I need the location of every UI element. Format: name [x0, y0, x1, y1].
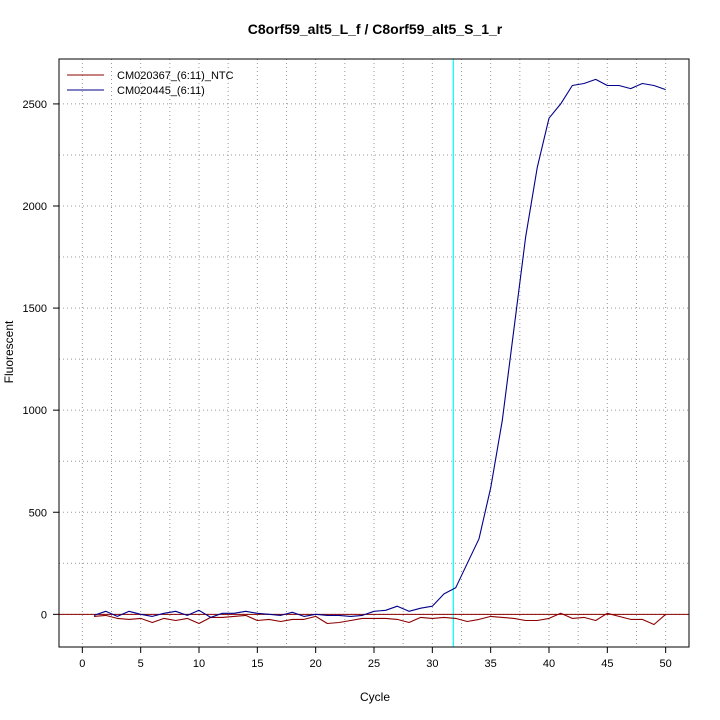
- series-line-1: [93, 612, 667, 626]
- x-tick-label: 15: [251, 658, 263, 670]
- y-tick-label: 1500: [23, 303, 47, 315]
- x-tick-label: 40: [543, 658, 555, 670]
- y-axis-label: Fluorescent: [2, 320, 16, 383]
- x-tick-label: 0: [79, 658, 85, 670]
- x-tick-label: 35: [485, 658, 497, 670]
- y-tick-label: 0: [41, 609, 47, 621]
- x-tick-label: 45: [601, 658, 613, 670]
- chart-title: C8orf59_alt5_L_f / C8orf59_alt5_S_1_r: [248, 21, 503, 37]
- y-tick-label: 1000: [23, 405, 47, 417]
- x-axis-label: Cycle: [360, 690, 390, 704]
- x-tick-label: 5: [138, 658, 144, 670]
- plot-frame: [58, 58, 690, 648]
- x-tick-label: 25: [368, 658, 380, 670]
- y-tick-label: 500: [29, 507, 47, 519]
- y-tick-label: 2500: [23, 99, 47, 111]
- legend: CM020367_(6:11)_NTC CM020445_(6:11): [67, 70, 234, 97]
- legend-label-2: CM020445_(6:11): [117, 85, 205, 97]
- series-layer: [93, 78, 667, 626]
- threshold-layer: [59, 59, 689, 647]
- x-tick-label: 20: [310, 658, 322, 670]
- x-tick-label: 50: [660, 658, 672, 670]
- legend-label-1: CM020367_(6:11)_NTC: [117, 70, 234, 82]
- x-tick-label: 30: [426, 658, 438, 670]
- x-tick-label: 10: [193, 658, 205, 670]
- series-line-2: [93, 78, 666, 618]
- y-tick-label: 2000: [23, 201, 47, 213]
